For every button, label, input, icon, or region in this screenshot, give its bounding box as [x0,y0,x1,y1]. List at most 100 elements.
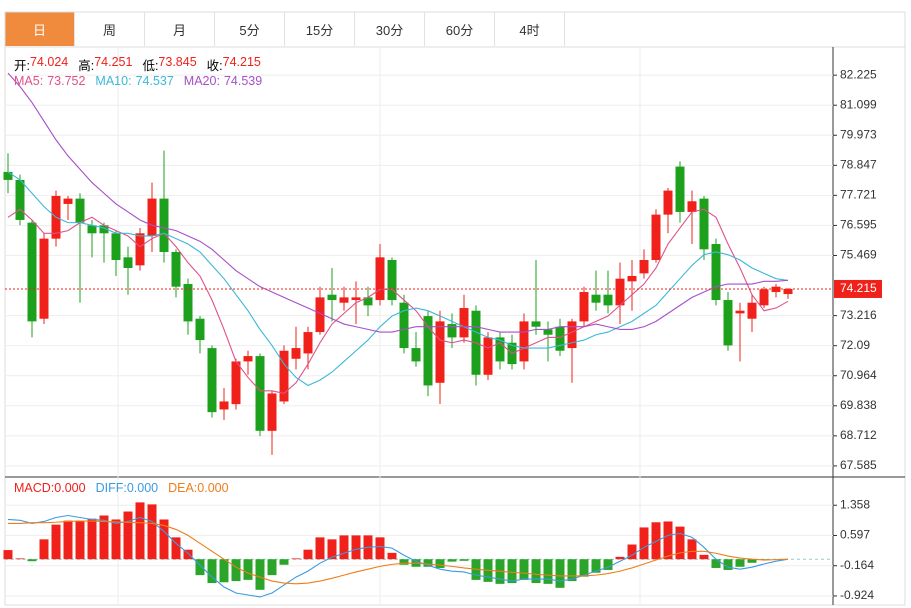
y-tick-label: 76.595 [840,218,877,232]
macd-bar [303,549,313,560]
macd-bar [519,559,529,580]
macd-bar [699,554,709,560]
macd-bar [603,559,613,570]
legend-item: MA5: 73.752 [14,74,85,88]
legend-label: 低: [142,59,159,73]
candle-body [399,302,409,349]
candle-body [651,214,661,260]
macd-bar [279,559,289,565]
candle-body [75,198,85,223]
frame [4,11,906,606]
legend-label: MA5: [14,74,44,88]
legend-item: 收: 74.215 [207,55,261,74]
macd-bar [111,519,121,560]
candle-body [423,316,433,386]
macd-bar [387,552,397,560]
candle-body [699,198,709,250]
macd-legend: MACD: 0.000 DIFF: 0.000 DEA: 0.000 [14,481,229,495]
candle-body [735,310,745,314]
candle-body [39,238,49,319]
legend-value: 73.752 [47,74,86,88]
candle-body [567,321,577,349]
candle-body [231,361,241,405]
y-tick-label: 79.973 [840,127,877,141]
legend-value: 74.024 [29,55,69,69]
tab[interactable]: 5分 [215,12,285,46]
legend-value: 0.000 [54,481,86,495]
candle-body [675,166,685,212]
tab[interactable]: 周 [75,12,145,46]
candle-body [543,329,553,335]
macd-bar [723,559,733,570]
macd-line [8,520,789,585]
tab[interactable]: 月 [145,12,215,46]
legend-label: MA10: [95,74,132,88]
candle-body [63,198,73,204]
legend-label: 高: [78,59,95,73]
candle-body [99,225,109,234]
candle-body [303,332,313,354]
candle-body [759,289,769,306]
tab[interactable]: 30分 [355,12,425,46]
macd-bar [735,559,745,567]
legend-item: DEA: 0.000 [168,481,228,495]
legend-label: MACD: [14,481,55,495]
macd-bar [243,559,253,580]
candle-body [195,318,205,341]
candle-body [243,356,253,362]
candle-body [615,278,625,306]
y-tick-label: 78.847 [840,157,877,171]
tab[interactable]: 15分 [285,12,355,46]
candle-body [531,321,541,327]
macd-bar [375,537,385,560]
candle-body [375,257,385,301]
macd-bar [639,527,649,560]
candle-body [87,225,97,234]
macd-bar [423,559,433,567]
candle-body [183,284,193,322]
macd-bar [171,537,181,560]
legend-value: 73.845 [158,55,197,69]
last-price-tag [834,279,882,298]
candle-body [519,321,529,362]
tab[interactable]: 4时 [495,12,565,46]
candle-body [219,401,229,410]
candle-body [123,257,133,269]
macd-bar [567,559,577,582]
macd-bar [507,559,517,584]
macd-bar [63,520,73,560]
candle-body [747,302,757,319]
tab[interactable]: 日 [5,12,75,46]
candle-body [147,198,157,236]
legend-value: 0.000 [197,481,229,495]
legend-item: MACD: 0.000 [14,481,86,495]
macd-bar [747,559,757,563]
macd-bar [435,559,445,568]
macd-bar [531,559,541,584]
legend-label: DEA: [168,481,198,495]
macd-bar [39,539,49,560]
candle-body [291,348,301,359]
y-tick-label: 77.721 [840,188,877,202]
y-tick-label: 1.358 [840,497,870,511]
legend-value: 0.000 [126,481,159,495]
tab[interactable]: 60分 [425,12,495,46]
candle-body [267,393,277,431]
macd-bar [3,550,13,560]
macd-bar [351,535,361,560]
candle-body [783,288,793,295]
candle-body [27,222,37,322]
y-tick-label: 75.469 [840,248,877,262]
candle-body [111,233,121,260]
legend-item: DIFF: 0.000 [96,481,159,495]
candle-body [639,259,649,274]
legend-item: 开: 74.024 [14,55,68,74]
macd-line [7,514,789,598]
y-tick-label: 82.225 [840,67,877,81]
macd-bar [27,559,37,562]
macd-bar [675,526,685,560]
macd-bar [51,524,61,560]
ohlc-legend: 开: 74.024 高: 74.251 低: 73.845 收: 74.215 [14,55,261,74]
